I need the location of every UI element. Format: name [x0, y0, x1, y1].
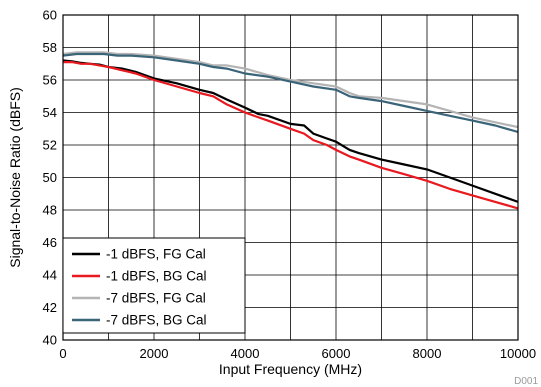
y-tick-label: 54 [43, 105, 57, 120]
y-tick-label: 42 [43, 300, 57, 315]
series-line-1-dbfs-bg-cal [63, 60, 519, 210]
y-tick-label: 52 [43, 138, 57, 153]
series-line-7-dbfs-fg-cal [62, 51, 519, 129]
x-tick-label: 4000 [231, 346, 260, 361]
y-tick-label: 58 [43, 40, 57, 55]
y-tick-label: 46 [43, 235, 57, 250]
y-tick-label: 60 [43, 8, 57, 23]
x-tick-label: 0 [59, 346, 66, 361]
figure-code: D001 [514, 376, 538, 387]
legend-label: -7 dBFS, FG Cal [106, 291, 206, 306]
x-tick-labels: 0 2000 4000 6000 8000 10000 [59, 346, 536, 361]
x-tick-label: 10000 [500, 346, 536, 361]
y-tick-label: 44 [43, 268, 57, 283]
x-tick-label: 2000 [140, 346, 169, 361]
y-tick-label: 48 [43, 203, 57, 218]
x-tick-label: 6000 [322, 346, 351, 361]
y-tick-labels: 40 42 44 46 48 50 52 54 56 58 60 [43, 8, 57, 348]
x-axis-label: Input Frequency (MHz) [219, 361, 362, 377]
series-line-7-dbfs-bg-cal [62, 52, 519, 134]
legend-label: -1 dBFS, FG Cal [106, 247, 206, 262]
legend: -1 dBFS, FG Cal -1 dBFS, BG Cal -7 dBFS, F… [62, 237, 246, 334]
plot-frame [62, 14, 519, 341]
x-tick-label: 8000 [413, 346, 442, 361]
series-lines [62, 51, 519, 210]
y-tick-label: 50 [43, 170, 57, 185]
legend-label: -1 dBFS, BG Cal [106, 269, 207, 284]
y-tick-label: 40 [43, 333, 57, 348]
y-tick-label: 56 [43, 73, 57, 88]
legend-label: -7 dBFS, BG Cal [106, 313, 207, 328]
y-axis-label: Signal-to-Noise Ratio (dBFS) [7, 87, 23, 268]
